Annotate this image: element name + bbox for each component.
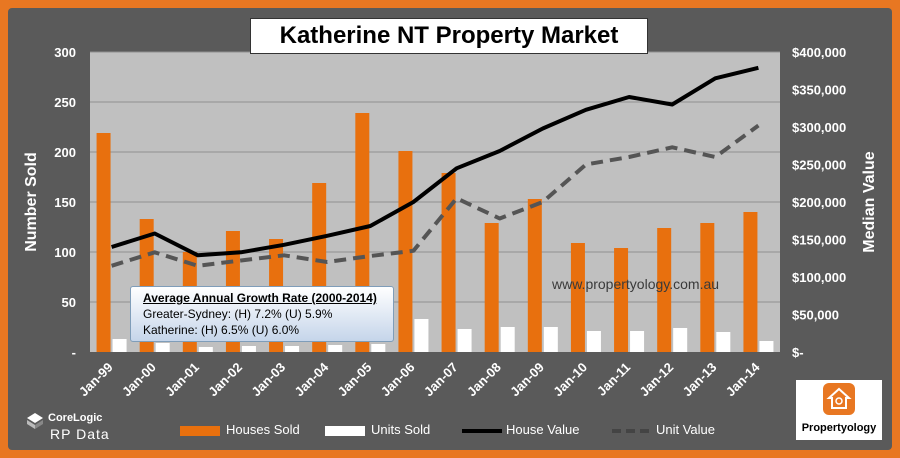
x-tick-label: Jan-02 xyxy=(205,360,245,400)
y2-tick-label: $150,000 xyxy=(792,233,846,248)
bar-units-sold xyxy=(630,331,645,352)
y2-tick-label: $100,000 xyxy=(792,270,846,285)
bar-units-sold xyxy=(586,331,601,352)
bar-units-sold xyxy=(716,332,731,352)
growth-box-line-katherine: Katherine: (H) 6.5% (U) 6.0% xyxy=(143,323,300,337)
bar-houses-sold xyxy=(700,223,715,352)
bar-houses-sold xyxy=(96,133,111,352)
bar-units-sold xyxy=(759,341,774,352)
bar-houses-sold xyxy=(743,212,758,352)
y2-tick-label: $350,000 xyxy=(792,83,846,98)
x-tick-label: Jan-05 xyxy=(335,360,375,400)
x-tick-label: Jan-06 xyxy=(378,360,418,400)
x-tick-label: Jan-00 xyxy=(119,360,159,400)
x-tick-label: Jan-13 xyxy=(680,360,720,400)
legend-swatch-house-value xyxy=(462,429,502,433)
x-tick-label: Jan-12 xyxy=(637,360,677,400)
x-tick-label: Jan-01 xyxy=(162,360,202,400)
x-tick-label: Jan-03 xyxy=(248,360,288,400)
y-tick-label: 250 xyxy=(54,95,76,110)
growth-box-title: Average Annual Growth Rate (2000-2014) xyxy=(143,291,377,305)
corelogic-logo: CoreLogic RP Data xyxy=(22,408,172,450)
bar-units-sold xyxy=(414,319,429,352)
y2-axis-label: Median Value xyxy=(861,151,878,252)
x-tick-label: Jan-99 xyxy=(76,360,116,400)
y-tick-label: 150 xyxy=(54,195,76,210)
rp-data-name: RP Data xyxy=(50,426,110,442)
legend-swatch-units-sold xyxy=(325,426,365,436)
x-tick-label: Jan-10 xyxy=(550,360,590,400)
title-box: Katherine NT Property Market xyxy=(250,18,648,54)
bar-units-sold xyxy=(543,327,558,352)
propertyology-logo: Propertyology xyxy=(796,380,882,440)
propertyology-house-icon xyxy=(823,383,855,415)
bar-units-sold xyxy=(112,339,127,352)
y-tick-label: 100 xyxy=(54,245,76,260)
y-tick-label: 300 xyxy=(54,45,76,60)
house-glyph-icon xyxy=(826,387,852,409)
bar-units-sold xyxy=(285,346,300,352)
y-tick-label: 50 xyxy=(62,295,76,310)
growth-rate-box: Average Annual Growth Rate (2000-2014) G… xyxy=(130,286,394,342)
bar-units-sold xyxy=(371,344,386,352)
x-tick-label: Jan-04 xyxy=(292,359,332,399)
legend-label-houses-sold: Houses Sold xyxy=(226,422,300,437)
legend-swatch-unit-value xyxy=(612,429,652,433)
propertyology-name: Propertyology xyxy=(801,422,877,434)
bar-units-sold xyxy=(673,328,688,352)
x-tick-label: Jan-08 xyxy=(464,360,504,400)
bar-houses-sold xyxy=(484,223,499,352)
y-tick-label: 200 xyxy=(54,145,76,160)
legend-label-unit-value: Unit Value xyxy=(656,422,716,437)
bar-houses-sold xyxy=(441,173,456,352)
bar-units-sold xyxy=(457,329,472,352)
bar-houses-sold xyxy=(570,243,585,352)
chart-title: Katherine NT Property Market xyxy=(279,22,619,49)
y-axis-label: Number Sold xyxy=(23,152,40,252)
legend-label-house-value: House Value xyxy=(506,422,580,437)
legend-swatch-houses-sold xyxy=(180,426,220,436)
x-tick-label: Jan-07 xyxy=(421,360,461,400)
x-axis-ticks: Jan-99 Jan-00 Jan-01 Jan-02 Jan-03 Jan-04 Jan-… xyxy=(76,359,763,399)
y-tick-label: - xyxy=(72,345,76,360)
y-axis-ticks: - 50 100 150 200 250 300 xyxy=(54,45,76,360)
y2-tick-label: $400,000 xyxy=(792,45,846,60)
watermark-url: www.propertyology.com.au xyxy=(552,276,720,292)
bar-units-sold xyxy=(155,343,170,352)
bar-units-sold xyxy=(328,345,343,352)
corelogic-name: CoreLogic xyxy=(48,412,103,424)
x-tick-label: Jan-14 xyxy=(723,359,763,399)
y2-tick-label: $200,000 xyxy=(792,195,846,210)
lines-group xyxy=(111,65,760,268)
corelogic-mark-icon xyxy=(27,413,43,429)
bar-units-sold xyxy=(500,327,515,352)
y2-tick-label: $250,000 xyxy=(792,158,846,173)
x-tick-label: Jan-11 xyxy=(594,360,633,399)
bar-houses-sold xyxy=(527,199,542,352)
bar-units-sold xyxy=(198,347,213,352)
y2-tick-label: $50,000 xyxy=(792,308,839,323)
bar-houses-sold xyxy=(657,228,672,352)
x-tick-label: Jan-09 xyxy=(507,360,547,400)
y2-tick-label: $- xyxy=(792,345,804,360)
y2-axis-ticks: $- $50,000 $100,000 $150,000 $200,000 $250,00… xyxy=(792,45,846,360)
line-house-value xyxy=(111,65,759,258)
y2-tick-label: $300,000 xyxy=(792,120,846,135)
bar-units-sold xyxy=(241,346,256,352)
bar-houses-sold xyxy=(614,248,629,352)
legend-label-units-sold: Units Sold xyxy=(371,422,431,437)
growth-box-line-sydney: Greater-Sydney: (H) 7.2% (U) 5.9% xyxy=(143,307,333,321)
bar-houses-sold xyxy=(398,151,413,352)
line-unit-value xyxy=(111,123,760,268)
